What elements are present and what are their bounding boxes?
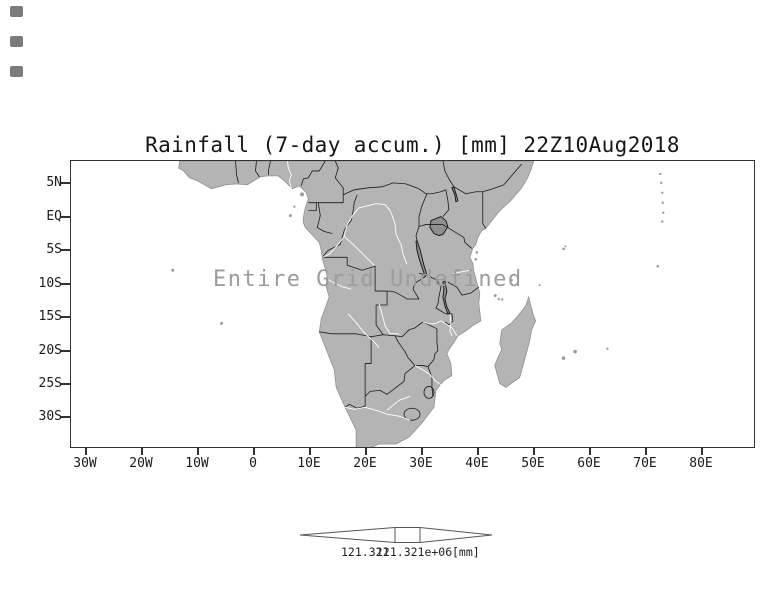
y-axis-label-15S: 15S [38, 309, 62, 324]
x-axis-label-70E: 70E [633, 456, 657, 471]
lake-victoria [429, 216, 449, 236]
x-axis-tick [85, 448, 87, 455]
x-axis-tick [701, 448, 703, 455]
x-axis-tick [589, 448, 591, 455]
x-axis-tick [477, 448, 479, 455]
colorbar-tick-label: 121.321 [341, 545, 390, 559]
x-axis-label-80E: 80E [689, 456, 713, 471]
islands [171, 172, 665, 360]
y-axis-tick [61, 216, 70, 218]
x-axis-label-10E: 10E [297, 456, 321, 471]
y-axis-tick [61, 416, 70, 418]
undefined-grid-message: Entire Grid Undefined [213, 267, 523, 292]
x-axis-label-60E: 60E [577, 456, 601, 471]
x-axis-label-20W: 20W [129, 456, 153, 471]
x-axis-tick [365, 448, 367, 455]
x-axis-label-40E: 40E [465, 456, 489, 471]
border-lesotho [403, 407, 421, 421]
lakes [415, 186, 459, 315]
y-axis-label-20S: 20S [38, 343, 62, 358]
y-axis-label-25S: 25S [38, 376, 62, 391]
lake-tanganyika [415, 239, 428, 277]
land-madagascar [494, 295, 537, 388]
x-axis-tick [309, 448, 311, 455]
y-axis-label-5S: 5S [46, 242, 62, 257]
y-axis-tick [61, 283, 70, 285]
x-axis-tick [421, 448, 423, 455]
colorbar-unit-label: [mm] [452, 545, 480, 559]
colorbar-tick-label: 121.321e+06 [376, 545, 453, 559]
x-axis-label-30W: 30W [73, 456, 97, 471]
x-axis-tick [141, 448, 143, 455]
x-axis-label-50E: 50E [521, 456, 545, 471]
x-axis-label-30E: 30E [409, 456, 433, 471]
colorbar [299, 527, 493, 543]
lake-turkana [451, 186, 459, 203]
y-axis-label-10S: 10S [38, 276, 62, 291]
rivers [286, 161, 471, 421]
x-axis-label-20E: 20E [353, 456, 377, 471]
x-axis-tick [645, 448, 647, 455]
y-axis-tick [61, 182, 70, 184]
y-axis-tick [61, 249, 70, 251]
y-axis-tick [61, 350, 70, 352]
plot-title: Rainfall (7-day accum.) [mm] 22Z10Aug201… [145, 133, 680, 157]
x-axis-label-0: 0 [249, 456, 257, 471]
y-axis-label-EQ: EQ [46, 209, 62, 224]
desktop-artifact-icon [10, 6, 23, 17]
x-axis-tick [253, 448, 255, 455]
desktop-artifact-icon [10, 66, 23, 77]
y-axis-tick [61, 316, 70, 318]
land-africa [178, 161, 535, 447]
map-plot-area: Entire Grid Undefined [70, 160, 755, 448]
border-eswatini [423, 386, 435, 399]
africa-map-graphic [171, 161, 665, 447]
x-axis-tick [197, 448, 199, 455]
y-axis-label-30S: 30S [38, 409, 62, 424]
desktop-artifact-icon [10, 36, 23, 47]
country-borders [235, 161, 522, 421]
x-axis-tick [533, 448, 535, 455]
x-axis-label-10W: 10W [185, 456, 209, 471]
y-axis-label-5N: 5N [46, 175, 62, 190]
y-axis-tick [61, 383, 70, 385]
